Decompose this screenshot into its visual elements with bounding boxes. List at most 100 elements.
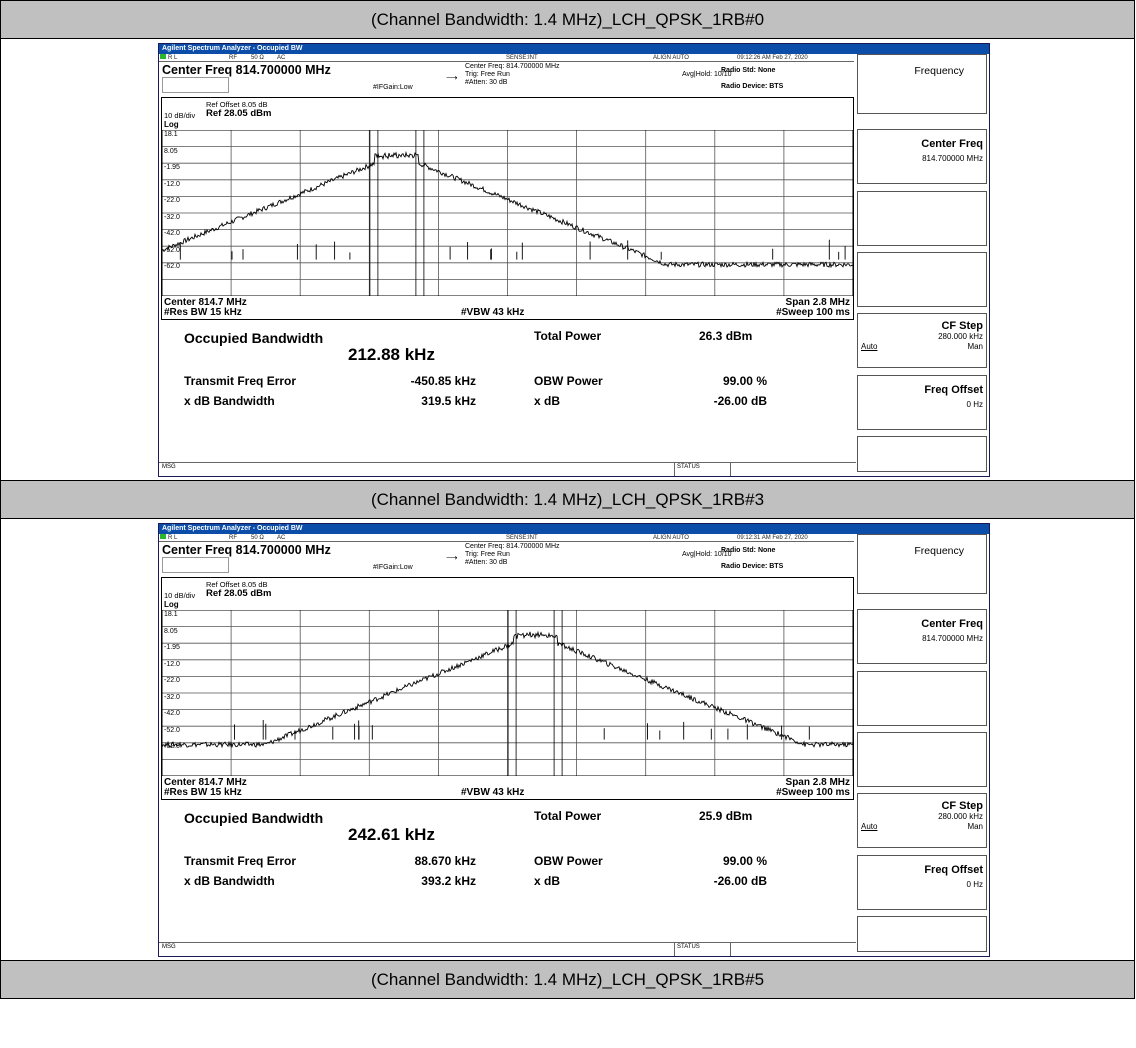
status-label: STATUS (677, 944, 700, 950)
y-tick-label: -12.0 (164, 660, 180, 668)
occupied-bw-value: 242.61 kHz (348, 825, 435, 844)
align-label: ALIGN AUTO (653, 55, 689, 61)
lxi-indicator (160, 54, 166, 59)
spectrum-plot: Ref Offset 8.05 dB Ref 28.05 dBm 10 dB/d… (161, 577, 854, 800)
softkey-man-option[interactable]: Man (967, 822, 983, 831)
res-bw-label: #Res BW 15 kHz (164, 787, 242, 798)
softkey-auto-option[interactable]: Auto (861, 822, 878, 831)
radio-std: Radio Std: None (721, 547, 776, 554)
bottom-status-bar (159, 942, 989, 956)
res-bw-label: #Res BW 15 kHz (164, 307, 242, 318)
info-atten: #Atten: 30 dB (465, 79, 508, 86)
avg-hold: Avg|Hold: 10/10 (682, 551, 732, 558)
softkey-empty[interactable] (857, 671, 987, 726)
ref-level: Ref 28.05 dBm (206, 108, 272, 119)
softkey-center-freq-label: Center Freq (921, 618, 983, 630)
y-tick-label: 18.1 (164, 131, 178, 138)
measurement-panel: Occupied Bandwidth 242.61 kHz Total Powe… (159, 802, 854, 942)
caption-row: (Channel Bandwidth: 1.4 MHz)_LCH_QPSK_1R… (1, 961, 1135, 999)
y-tick-label: -12.0 (164, 180, 180, 188)
ref-offset: Ref Offset 8.05 dB (206, 100, 268, 109)
softkey-freq-offset[interactable]: Freq Offset 0 Hz (857, 375, 987, 430)
spectrum-analyzer-window: Agilent Spectrum Analyzer - Occupied BW … (158, 43, 990, 477)
softkey-cf-step[interactable]: CF Step 280.000 kHz Auto Man (857, 313, 987, 368)
timestamp: 09:12:31 AM Feb 27, 2020 (737, 535, 808, 541)
caption-row: (Channel Bandwidth: 1.4 MHz)_LCH_QPSK_1R… (1, 481, 1135, 519)
span-label: Span 2.8 MHz (785, 777, 850, 788)
rl-label: R L (168, 535, 178, 541)
softkey-empty[interactable] (857, 252, 987, 307)
softkey-cf-step[interactable]: CF Step 280.000 kHz Auto Man (857, 793, 987, 848)
occupied-bw-label: Occupied Bandwidth (184, 810, 324, 826)
y-tick-label: -22.0 (164, 677, 180, 684)
status-line: R L RF 50 Ω AC SENSE:INT ALIGN AUTO 09:1… (159, 534, 854, 542)
softkey-frequency-label: Frequency (914, 545, 964, 557)
softkey-center-freq-value: 814.700000 MHz (922, 154, 983, 163)
y-tick-label: -42.0 (164, 710, 180, 717)
x-db-label: x dB (534, 394, 561, 408)
softkey-man-option[interactable]: Man (967, 342, 983, 351)
transmit-freq-error-label: Transmit Freq Error (184, 854, 297, 868)
softkey-frequency-label: Frequency (914, 65, 964, 77)
center-freq-title: Center Freq 814.700000 MHz (162, 543, 331, 557)
status-divider (674, 462, 675, 476)
window-title: Agilent Spectrum Analyzer - Occupied BW (159, 524, 989, 534)
softkey-empty[interactable] (857, 916, 987, 952)
softkey-frequency[interactable]: Frequency (857, 54, 987, 114)
impedance-label: 50 Ω (251, 55, 264, 61)
ref-offset: Ref Offset 8.05 dB (206, 580, 268, 589)
rf-label: RF (229, 55, 237, 61)
db-per-div: 10 dB/div (164, 111, 196, 120)
occupied-bw-value: 212.88 kHz (348, 345, 435, 364)
info-trig: Trig: Free Run (465, 71, 510, 78)
x-db-bandwidth-label: x dB Bandwidth (184, 394, 275, 408)
span-label: Span 2.8 MHz (785, 297, 850, 308)
setup-info: Center Freq: 814.700000 MHz Trig: Free R… (465, 63, 560, 87)
softkey-center-freq[interactable]: Center Freq 814.700000 MHz (857, 609, 987, 664)
timestamp: 09:12:26 AM Feb 27, 2020 (737, 55, 808, 61)
trigger-arrow-icon: ⟶ (446, 73, 458, 82)
spectrum-analyzer-window: Agilent Spectrum Analyzer - Occupied BW … (158, 523, 990, 957)
x-db-bandwidth-value: 393.2 kHz (421, 874, 476, 888)
sense-label: SENSE:INT (506, 535, 538, 541)
softkey-cf-step-label: CF Step (941, 320, 983, 332)
total-power-value: 25.9 dBm (699, 809, 753, 823)
entry-box[interactable] (162, 557, 229, 573)
softkey-cf-step-value: 280.000 kHz (938, 332, 983, 341)
occupied-bw-label: Occupied Bandwidth (184, 330, 324, 346)
softkey-panel: Frequency Center Freq 814.700000 MHz CF … (856, 54, 989, 476)
softkey-empty[interactable] (857, 732, 987, 787)
transmit-freq-error-value: 88.670 kHz (414, 854, 476, 868)
softkey-freq-offset-value: 0 Hz (966, 400, 983, 409)
x-db-value: -26.00 dB (713, 874, 767, 888)
entry-box[interactable] (162, 77, 229, 93)
spectrum-grid (162, 610, 853, 776)
y-tick-label: -62.0 (164, 743, 180, 750)
log-scale-label: Log (164, 600, 179, 609)
obw-power-value: 99.00 % (722, 854, 767, 868)
y-tick-label: -1.95 (164, 164, 180, 171)
softkey-empty[interactable] (857, 191, 987, 246)
rl-label: R L (168, 55, 178, 61)
x-db-bandwidth-label: x dB Bandwidth (184, 874, 275, 888)
measurement-panel: Occupied Bandwidth 212.88 kHz Total Powe… (159, 322, 854, 462)
softkey-empty[interactable] (857, 436, 987, 472)
sweep-label: #Sweep 100 ms (776, 307, 850, 318)
softkey-cf-step-value: 280.000 kHz (938, 812, 983, 821)
softkey-auto-option[interactable]: Auto (861, 342, 878, 351)
info-center-freq: Center Freq: 814.700000 MHz (465, 543, 560, 550)
y-tick-label: -32.0 (164, 693, 180, 701)
spectrum-trace (162, 150, 853, 269)
softkey-center-freq[interactable]: Center Freq 814.700000 MHz (857, 129, 987, 184)
center-label: Center 814.7 MHz (164, 297, 247, 308)
spectrum-plot: Ref Offset 8.05 dB Ref 28.05 dBm 10 dB/d… (161, 97, 854, 320)
softkey-freq-offset-value: 0 Hz (966, 880, 983, 889)
info-atten: #Atten: 30 dB (465, 559, 508, 566)
ifgain-label: #IFGain:Low (373, 84, 413, 91)
center-freq-title: Center Freq 814.700000 MHz (162, 63, 331, 77)
status-divider (730, 462, 731, 476)
impedance-label: 50 Ω (251, 535, 264, 541)
softkey-freq-offset[interactable]: Freq Offset 0 Hz (857, 855, 987, 910)
ifgain-label: #IFGain:Low (373, 564, 413, 571)
softkey-frequency[interactable]: Frequency (857, 534, 987, 594)
